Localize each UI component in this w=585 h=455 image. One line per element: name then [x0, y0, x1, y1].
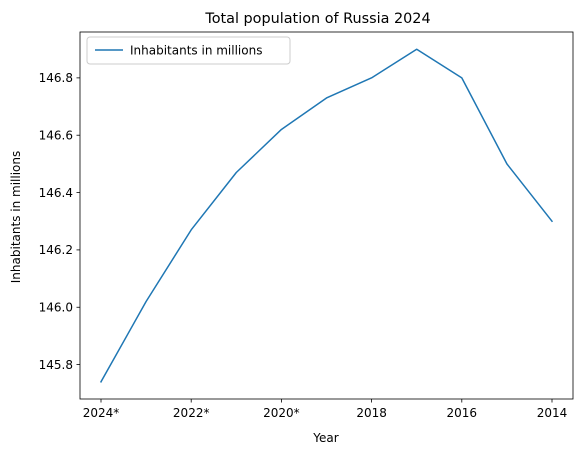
legend: Inhabitants in millions — [86, 36, 291, 65]
x-axis: 2024* 2022* 2020* 2018 2016 2014 — [83, 399, 568, 420]
series-line — [99, 48, 554, 383]
y-tick-label: 146.8 — [39, 71, 73, 85]
x-tick-label: 2024* — [83, 406, 120, 420]
y-tick-label: 145.8 — [39, 358, 73, 372]
data-point — [100, 381, 102, 383]
y-tick-label: 146.4 — [39, 186, 73, 200]
chart-title: Total population of Russia 2024 — [204, 11, 430, 27]
y-axis-label: Inhabitants in millions — [9, 151, 23, 283]
x-tick-label: 2018 — [356, 406, 387, 420]
plot-frame — [79, 31, 574, 400]
data-point — [280, 128, 282, 130]
y-axis: 145.8 146.0 146.2 146.4 146.6 146.8 — [39, 71, 80, 372]
data-point — [416, 48, 418, 50]
data-point — [461, 77, 463, 79]
series-layer — [99, 48, 554, 383]
data-point — [325, 97, 327, 99]
data-point — [370, 77, 372, 79]
legend-label: Inhabitants in millions — [130, 44, 262, 58]
plot-area — [79, 31, 574, 400]
data-point — [145, 300, 147, 302]
data-point — [235, 171, 237, 173]
y-tick-label: 146.6 — [39, 129, 73, 143]
x-tick-label: 2014 — [537, 406, 568, 420]
x-axis-label: Year — [312, 431, 338, 445]
data-point — [506, 163, 508, 165]
y-tick-label: 146.0 — [39, 301, 73, 315]
x-tick-label: 2016 — [447, 406, 478, 420]
data-point — [551, 220, 553, 222]
y-tick-label: 146.2 — [39, 243, 73, 257]
x-tick-label: 2022* — [173, 406, 210, 420]
data-point — [190, 229, 192, 231]
legend-box — [86, 36, 291, 65]
x-tick-label: 2020* — [263, 406, 300, 420]
